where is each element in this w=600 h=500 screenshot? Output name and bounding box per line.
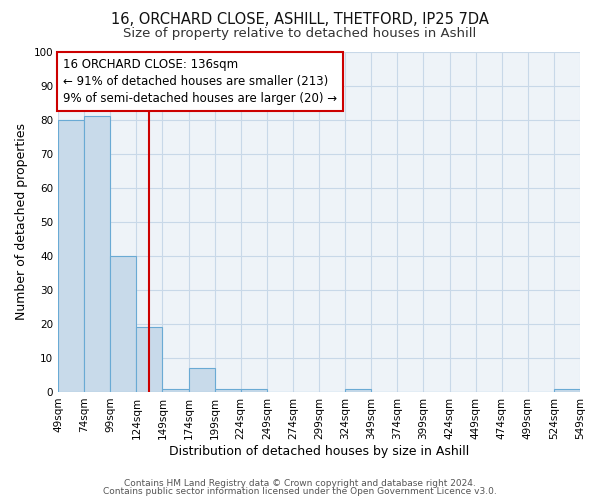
Bar	[136, 328, 163, 392]
Text: Contains HM Land Registry data © Crown copyright and database right 2024.: Contains HM Land Registry data © Crown c…	[124, 478, 476, 488]
Bar	[215, 388, 241, 392]
X-axis label: Distribution of detached houses by size in Ashill: Distribution of detached houses by size …	[169, 444, 469, 458]
Bar	[84, 116, 110, 392]
Y-axis label: Number of detached properties: Number of detached properties	[15, 123, 28, 320]
Bar	[110, 256, 136, 392]
Text: 16, ORCHARD CLOSE, ASHILL, THETFORD, IP25 7DA: 16, ORCHARD CLOSE, ASHILL, THETFORD, IP2…	[111, 12, 489, 28]
Bar	[163, 388, 188, 392]
Bar	[241, 388, 267, 392]
Bar	[345, 388, 371, 392]
Bar	[58, 120, 84, 392]
Text: 16 ORCHARD CLOSE: 136sqm
← 91% of detached houses are smaller (213)
9% of semi-d: 16 ORCHARD CLOSE: 136sqm ← 91% of detach…	[63, 58, 337, 106]
Text: Contains public sector information licensed under the Open Government Licence v3: Contains public sector information licen…	[103, 487, 497, 496]
Bar	[554, 388, 580, 392]
Text: Size of property relative to detached houses in Ashill: Size of property relative to detached ho…	[124, 28, 476, 40]
Bar	[188, 368, 215, 392]
